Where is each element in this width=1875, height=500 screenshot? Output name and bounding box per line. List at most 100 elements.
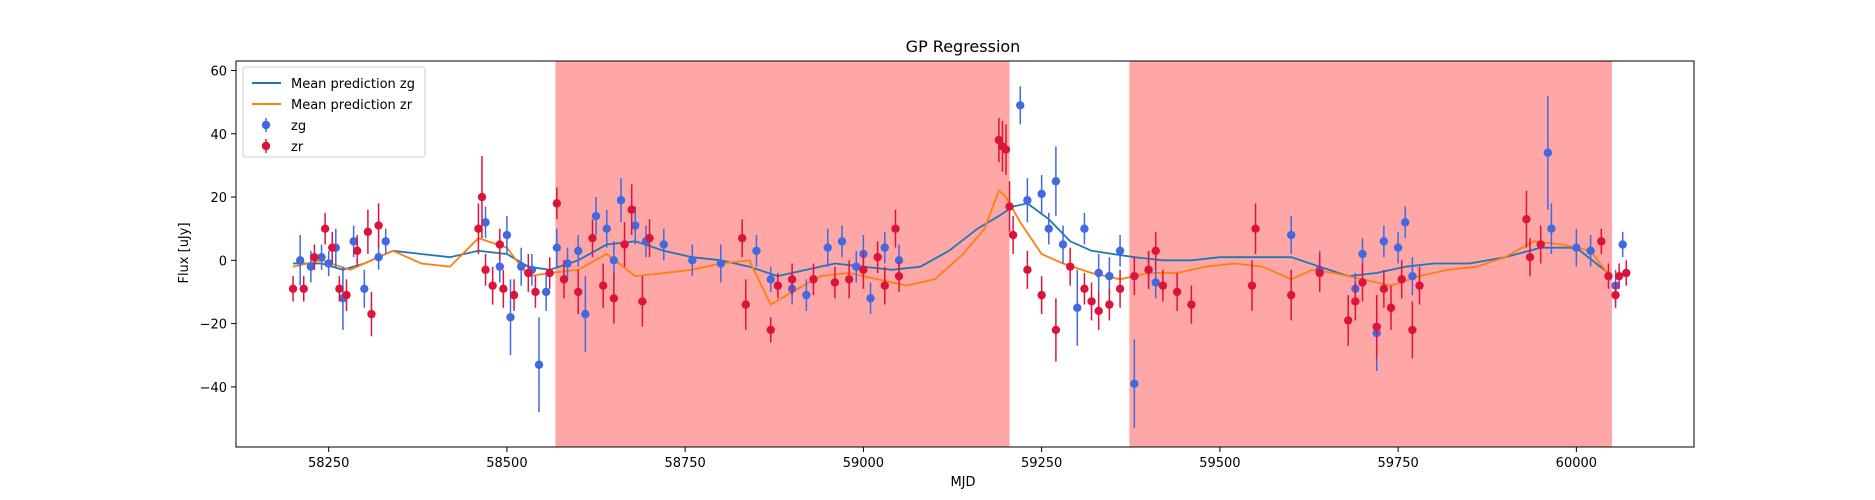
data-point-zr [1372,295,1381,359]
data-point-zr [1358,263,1367,302]
marker-zg [631,221,640,230]
data-point-zg [1401,206,1410,239]
y-tick-label: −40 [200,381,227,396]
data-point-zr [880,266,889,305]
data-point-zg [659,228,668,261]
marker-zr [481,265,490,275]
data-point-zg [602,209,611,248]
x-tick-label: 59750 [1377,456,1418,471]
marker-zr [1597,237,1606,246]
marker-zr [1065,262,1075,271]
marker-zr [1358,278,1367,287]
y-tick-label: −20 [200,318,227,333]
marker-zg [1051,177,1061,186]
data-point-zr [1172,272,1182,311]
data-point-zg [1618,231,1627,258]
data-point-zr [773,272,783,299]
y-tick-label: 60 [210,64,227,79]
marker-zr [574,287,583,297]
data-point-zg [324,250,333,277]
marker-zr [524,268,533,278]
data-point-zg [295,235,305,286]
data-point-zr [844,260,854,299]
data-point-zg [1572,228,1581,267]
marker-zr [1415,281,1424,290]
marker-zr [1115,284,1125,294]
legend-label: Mean prediction zg [291,77,415,92]
data-point-zg [1379,225,1389,258]
data-point-zr [552,187,562,220]
marker-zg [324,259,333,268]
data-point-zr [1158,269,1168,302]
marker-zr [588,233,597,243]
marker-zr [1051,325,1061,335]
marker-zg [591,211,601,221]
marker-zr [1379,284,1389,294]
marker-zr [1080,284,1089,294]
marker-zg [1358,249,1367,259]
data-point-zg [1115,235,1125,267]
marker-zr [994,135,1004,145]
data-point-zr [830,266,840,299]
data-point-zr [288,276,298,302]
data-point-zr [1151,231,1160,270]
marker-zg [1547,224,1556,233]
legend-entry-mean-zg: Mean prediction zg [252,77,415,92]
data-point-zr [363,209,373,254]
marker-zg [502,230,512,240]
marker-zg [381,237,390,246]
marker-zg [766,275,775,284]
marker-zr [1172,287,1182,297]
data-point-zg [1094,254,1103,292]
marker-zg [716,259,726,268]
observations [288,86,1631,429]
marker-zg [823,243,832,252]
data-point-zg [1393,231,1403,264]
x-tick-label: 58750 [664,456,705,471]
marker-zg [563,259,572,268]
marker-zr [1386,303,1396,312]
marker-zr [1187,300,1196,309]
marker-zg [506,313,515,322]
marker-zr [531,287,540,297]
data-point-zg [1408,257,1417,296]
data-point-zr [1604,263,1613,289]
data-point-zr [328,231,337,264]
marker-zg [1094,268,1103,278]
data-point-zg [1051,146,1061,217]
marker-zr [1622,268,1631,278]
data-point-zr [1105,288,1114,321]
marker-zg [552,243,562,252]
marker-zg [609,256,619,265]
data-point-zg [516,247,526,286]
mean-prediction-line-zr [292,189,1613,306]
data-point-zg [1286,216,1296,254]
marker-zr [638,297,647,306]
data-point-zr [499,269,508,308]
data-point-zg [1080,212,1089,245]
legend-label: zg [291,119,306,134]
legend-entry-mean-zr: Mean prediction zr [252,98,413,113]
data-point-zr [310,244,319,270]
x-tick-label: 60000 [1556,456,1597,471]
marker-zr [1144,265,1153,275]
data-point-zr [1614,263,1624,289]
data-point-zr [342,279,351,311]
data-point-zr [1065,247,1075,286]
y-tick-label: 20 [210,191,227,206]
marker-zr [328,243,337,252]
y-axis-label: Flux [uJy] [177,222,192,283]
marker-zr [488,281,497,290]
data-point-zr [1005,181,1014,232]
marker-zr [1001,145,1011,154]
data-point-zg [823,228,832,267]
marker-zr [474,224,483,233]
marker-zr [894,271,904,281]
marker-zr [499,284,508,294]
marker-zr [1372,322,1381,331]
marker-zg [1115,246,1125,256]
data-point-zr [741,279,750,330]
legend-label: zr [291,140,304,155]
data-point-zr [891,209,900,248]
